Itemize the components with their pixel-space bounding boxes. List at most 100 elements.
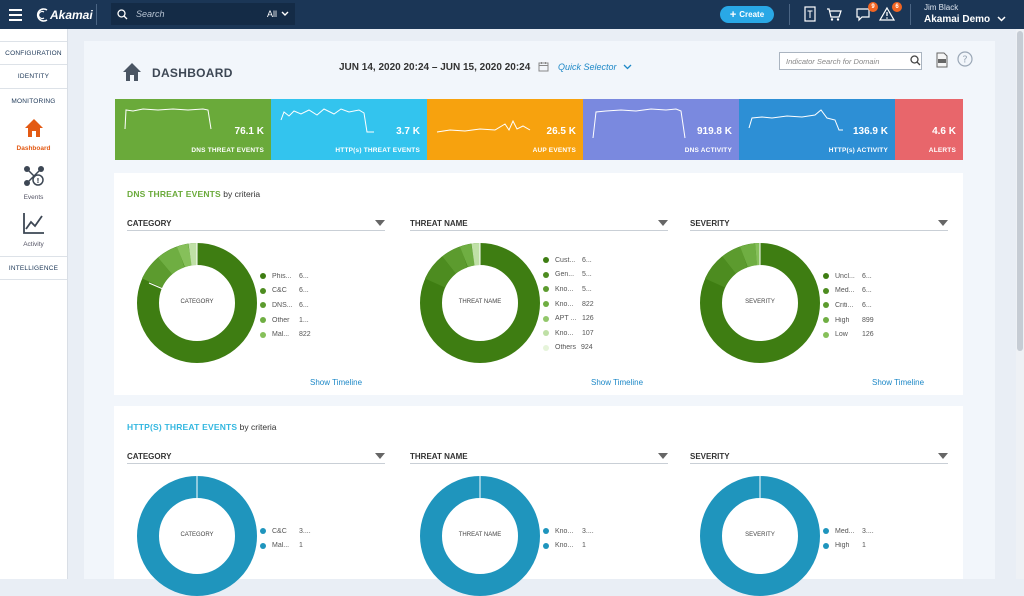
criteria-dropdown[interactable]: SEVERITY	[690, 219, 948, 231]
criteria-dropdown[interactable]: THREAT NAME	[410, 452, 668, 464]
date-range[interactable]: JUN 14, 2020 20:24 – JUN 15, 2020 20:24	[339, 62, 530, 73]
legend-item[interactable]: Kno... 5...	[543, 282, 594, 297]
dns-threat-events-panel: DNS THREAT EVENTS by criteria CATEGORY C…	[114, 173, 963, 395]
donut-center-label: CATEGORY	[180, 532, 214, 538]
top-bar: Akamai Search All + Create 9 6 Jim Black …	[0, 0, 1024, 29]
tile-http-threat-events[interactable]: 3.7 K HTTP(s) THREAT EVENTS	[271, 99, 427, 160]
tile-aup-events[interactable]: 26.5 K AUP EVENTS	[427, 99, 583, 160]
legend-item[interactable]: Mal... 1	[260, 539, 311, 554]
criteria-dropdown[interactable]: SEVERITY	[690, 452, 948, 464]
legend-item[interactable]: Kno... 822	[543, 297, 594, 312]
divider	[910, 4, 911, 25]
tile-alerts[interactable]: 4.6 K ALERTS	[895, 99, 963, 160]
search-icon[interactable]	[910, 55, 921, 66]
sparkline	[436, 119, 531, 133]
sidebar: CONFIGURATION IDENTITY MONITORING Dashbo…	[0, 29, 68, 579]
donut-center-label: CATEGORY	[180, 299, 214, 305]
quick-selector[interactable]: Quick Selector	[558, 62, 632, 72]
divider	[96, 4, 97, 25]
user-org: Akamai Demo	[924, 14, 1006, 25]
show-timeline-link[interactable]: Show Timeline	[591, 378, 644, 387]
indicator-search-input[interactable]: Indicator Search for Domain	[779, 52, 922, 70]
caret-down-icon	[375, 453, 385, 459]
show-timeline-link[interactable]: Show Timeline	[872, 378, 925, 387]
cart-icon[interactable]	[826, 6, 844, 24]
export-icon[interactable]	[935, 52, 949, 68]
alerts-icon[interactable]: 6	[878, 2, 902, 24]
sidebar-item-events[interactable]: ! Events	[0, 160, 67, 207]
legend-item[interactable]: Kno... 107	[543, 326, 594, 341]
legend-item[interactable]: C&C 6...	[260, 284, 311, 299]
criteria-column-category: CATEGORY CATEGORY Phis... 6... C&C 6... DN…	[127, 219, 385, 389]
legend-item[interactable]: Med... 3....	[823, 524, 874, 539]
menu-icon[interactable]	[0, 0, 30, 29]
search-placeholder: Search	[136, 9, 165, 19]
legend-item[interactable]: Phis... 6...	[260, 269, 311, 284]
tile-label: AUP EVENTS	[532, 147, 576, 154]
donut-chart	[137, 243, 257, 363]
legend-item[interactable]: C&C 3....	[260, 524, 311, 539]
reports-icon[interactable]	[803, 6, 821, 24]
legend-item[interactable]: Criti... 6...	[823, 298, 874, 313]
legend-item[interactable]: Kno... 1	[543, 539, 594, 554]
legend-item[interactable]: Low 126	[823, 327, 874, 342]
sidebar-link-identity[interactable]: IDENTITY	[0, 65, 67, 89]
legend-item[interactable]: Cust... 6...	[543, 253, 594, 268]
donut-center-label: SEVERITY	[745, 532, 775, 538]
scrollbar[interactable]	[1016, 29, 1024, 579]
legend-item[interactable]: Kno... 3....	[543, 524, 594, 539]
legend-item[interactable]: DNS... 6...	[260, 298, 311, 313]
akamai-logo[interactable]: Akamai	[30, 0, 94, 29]
legend-item[interactable]: Others 924	[543, 341, 594, 356]
criteria-column-threat-name: THREAT NAME THREAT NAME Cust... 6... Gen.…	[410, 219, 668, 389]
tile-label: HTTP(s) THREAT EVENTS	[335, 147, 420, 154]
search-scope-dropdown[interactable]: All	[266, 9, 277, 19]
events-icon: !	[23, 166, 44, 186]
sidebar-link-monitoring[interactable]: MONITORING	[11, 97, 56, 105]
sidebar-item-activity[interactable]: Activity	[0, 207, 67, 254]
legend-item[interactable]: Uncl... 6...	[823, 269, 874, 284]
criteria-dropdown[interactable]: CATEGORY	[127, 219, 385, 231]
tile-label: HTTP(s) ACTIVITY	[828, 147, 888, 154]
panel-title: DNS THREAT EVENTS by criteria	[127, 189, 261, 199]
legend-item[interactable]: Mal... 822	[260, 327, 311, 342]
chevron-down-icon	[281, 11, 289, 16]
create-button[interactable]: + Create	[720, 6, 774, 23]
tile-dns-activity[interactable]: 919.8 K DNS ACTIVITY	[583, 99, 739, 160]
calendar-icon[interactable]	[538, 61, 549, 72]
search-input[interactable]: Search All	[111, 3, 295, 25]
legend-item[interactable]: Other 1...	[260, 313, 311, 328]
legend-item[interactable]: Gen... 5...	[543, 268, 594, 283]
page-title: DASHBOARD	[152, 66, 233, 80]
tile-value: 4.6 K	[932, 126, 956, 137]
tile-value: 3.7 K	[396, 126, 420, 137]
scrollbar-thumb[interactable]	[1017, 31, 1023, 351]
sidebar-link-intelligence[interactable]: INTELLIGENCE	[0, 256, 67, 280]
tile-dns-threat-events[interactable]: 76.1 K DNS THREAT EVENTS	[115, 99, 271, 160]
legend-item[interactable]: High 899	[823, 313, 874, 328]
caret-down-icon	[658, 220, 668, 226]
tile-http-activity[interactable]: 136.9 K HTTP(s) ACTIVITY	[739, 99, 895, 160]
legend-item[interactable]: High 1	[823, 539, 874, 554]
divider	[789, 4, 790, 25]
sidebar-item-dashboard[interactable]: Dashboard	[0, 113, 67, 160]
legend-item[interactable]: APT ... 126	[543, 311, 594, 326]
criteria-dropdown[interactable]: CATEGORY	[127, 452, 385, 464]
user-menu[interactable]: Jim Black Akamai Demo	[924, 3, 1006, 25]
help-icon[interactable]: ?	[957, 51, 973, 67]
criteria-dropdown[interactable]: THREAT NAME	[410, 219, 668, 231]
sidebar-item-label: Events	[23, 194, 44, 201]
donut-chart	[420, 243, 540, 363]
search-icon	[117, 8, 128, 19]
show-timeline-link[interactable]: Show Timeline	[310, 378, 363, 387]
messages-icon[interactable]: 9	[855, 2, 878, 24]
brand-name: Akamai	[50, 7, 93, 22]
tile-value: 26.5 K	[546, 126, 576, 137]
legend-item[interactable]: Med... 6...	[823, 284, 874, 299]
date-separator: –	[431, 62, 438, 73]
home-icon	[123, 63, 141, 81]
tile-label: DNS ACTIVITY	[684, 147, 732, 154]
sidebar-link-configuration[interactable]: CONFIGURATION	[0, 41, 67, 65]
criteria-column-severity: SEVERITY SEVERITY Med... 3.... High 1	[690, 452, 948, 596]
sparkline	[124, 108, 212, 130]
